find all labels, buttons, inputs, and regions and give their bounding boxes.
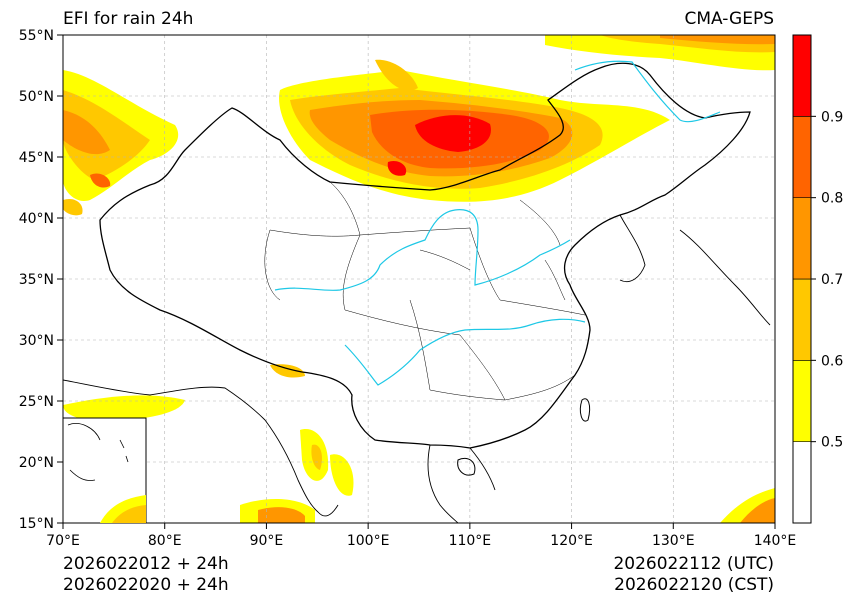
- colorbar-swatch: [792, 116, 812, 198]
- colorbar-label: 0.7: [821, 272, 843, 288]
- colorbar-swatch: [792, 197, 812, 280]
- yellow-river: [274, 209, 571, 291]
- china-border: [99, 62, 751, 449]
- hainan: [457, 457, 476, 476]
- india-coastline: [63, 379, 339, 517]
- yangtze-river: [344, 318, 586, 386]
- valid-time-cst: 2026022120 (CST): [614, 575, 774, 595]
- lon-tick-label: 120°E: [550, 533, 593, 549]
- init-time-utc: 2026022012 + 24h: [63, 554, 229, 574]
- lon-tick-label: 110°E: [449, 533, 492, 549]
- init-time: 2026022012 + 24h 2026022020 + 24h: [63, 554, 229, 596]
- borders: [63, 62, 771, 523]
- lat-tick-label: 30°N: [19, 333, 54, 349]
- map-title: EFI for rain 24h: [63, 9, 194, 29]
- lon-tick-label: 130°E: [652, 533, 695, 549]
- lat-tick-label: 40°N: [19, 211, 54, 227]
- rivers: [274, 60, 721, 386]
- korea-japan: [619, 214, 771, 326]
- lat-tick-label: 45°N: [19, 150, 54, 166]
- province-borders: [264, 181, 586, 401]
- lon-tick-label: 100°E: [347, 533, 390, 549]
- colorbar-label: 0.5: [821, 435, 843, 451]
- lat-tick-label: 15°N: [19, 516, 54, 532]
- colorbar-label: 0.6: [821, 353, 843, 369]
- colorbar-swatch: [792, 441, 812, 524]
- lat-tick-label: 20°N: [19, 455, 54, 471]
- lat-tick-label: 35°N: [19, 272, 54, 288]
- amur-river: [574, 60, 721, 123]
- colorbar-swatch: [792, 34, 812, 117]
- grid-lines: [63, 35, 775, 523]
- lon-tick-label: 90°E: [250, 533, 284, 549]
- lat-tick-label: 50°N: [19, 89, 54, 105]
- colorbar-label: 0.8: [821, 191, 843, 207]
- taiwan: [579, 398, 591, 422]
- lon-tick-label: 80°E: [148, 533, 182, 549]
- indochina-coastline: [427, 444, 496, 523]
- lon-tick-label: 70°E: [46, 533, 80, 549]
- lat-tick-label: 55°N: [19, 28, 54, 44]
- inset-map: [62, 417, 147, 524]
- lat-tick-label: 25°N: [19, 394, 54, 410]
- colorbar-label: 0.9: [821, 109, 843, 125]
- model-name: CMA-GEPS: [684, 9, 774, 29]
- valid-time-utc: 2026022112 (UTC): [613, 554, 774, 574]
- colorbar: 0.5 0.6 0.7 0.8 0.9: [792, 34, 843, 524]
- init-time-cst: 2026022020 + 24h: [63, 575, 229, 595]
- colorbar-swatch: [792, 278, 812, 361]
- colorbar-swatch: [792, 360, 812, 442]
- valid-time: 2026022112 (UTC) 2026022120 (CST): [613, 554, 774, 596]
- colorbar-frame: [792, 34, 812, 524]
- lon-tick-label: 140°E: [754, 533, 797, 549]
